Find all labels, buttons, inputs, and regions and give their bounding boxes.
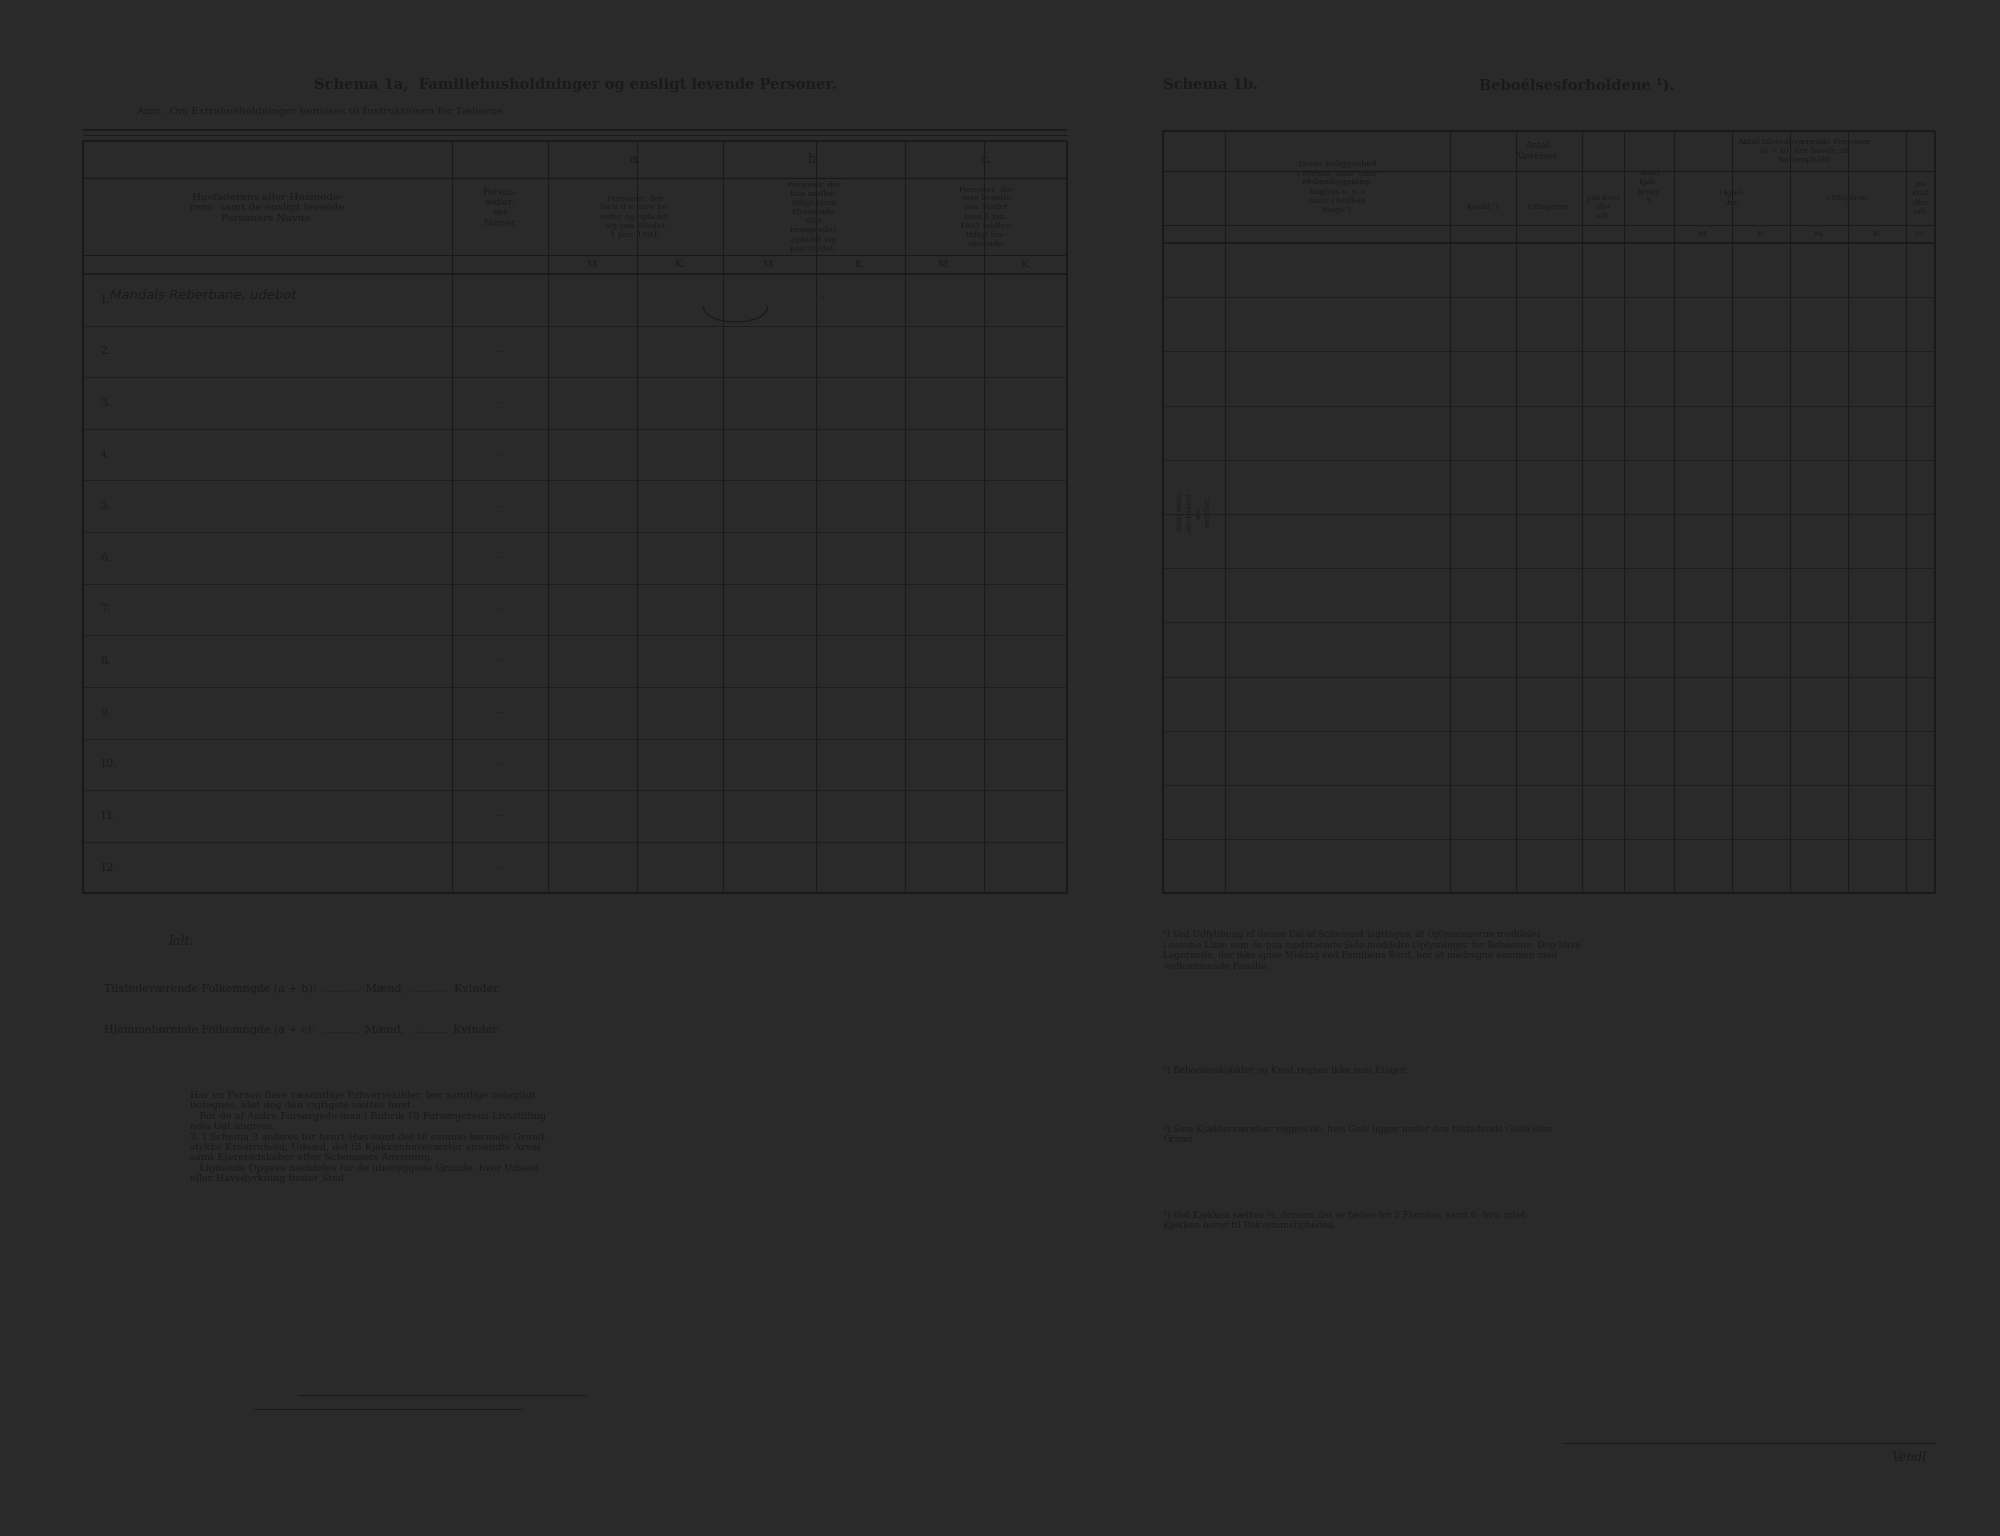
Text: -: - bbox=[498, 449, 502, 461]
Text: Antal tilstedeværende Personer
(a + b), der havde sit
Natteophold: Antal tilstedeværende Personer (a + b), … bbox=[1738, 138, 1872, 164]
Text: 11.: 11. bbox=[100, 811, 118, 820]
Text: Vendl: Vendl bbox=[1892, 1452, 1926, 1464]
Text: Hjemmehørende Folkemngde (a + c):  ..........  Mænd,  ..........  Kvinder.: Hjemmehørende Folkemngde (a + c): ......… bbox=[104, 1025, 500, 1035]
Text: -: - bbox=[498, 757, 502, 771]
Text: Antal
Værelser: Antal Værelser bbox=[1516, 141, 1558, 161]
Text: b.: b. bbox=[808, 154, 820, 166]
Text: .: . bbox=[822, 289, 826, 303]
Text: -: - bbox=[498, 654, 502, 668]
Text: Deres Beliggenhed
i Forhus, Side- eller
Mellembyggning,
Baghus o. s. v.
samt i h: Deres Beliggenhed i Forhus, Side- eller … bbox=[1298, 160, 1378, 214]
Text: Mandals Reberbane, udebot: Mandals Reberbane, udebot bbox=[110, 289, 296, 303]
Text: K.: K. bbox=[1756, 230, 1766, 238]
Text: 5.: 5. bbox=[100, 501, 110, 511]
Text: paa
Kvist
eller
Loft.: paa Kvist eller Loft. bbox=[1912, 180, 1930, 217]
Text: M.: M. bbox=[938, 260, 950, 269]
Text: Har en Person flere væsentlige Erhvervskilder, bør samtlige nøiagtigt
betegnes, : Har en Person flere væsentlige Erhvervsk… bbox=[190, 1091, 548, 1183]
Text: -: - bbox=[498, 346, 502, 358]
Text: Antal bebo-
ode Beboél-
ses-
værelser.: Antal bebo- ode Beboél- ses- værelser. bbox=[1176, 492, 1212, 533]
Text: ¹) Ved Udfyldning af denne Del af Schemaet iagttages, at Oplysningerne meddeles
: ¹) Ved Udfyldning af denne Del af Schema… bbox=[1164, 931, 1580, 971]
Text: Ialt:: Ialt: bbox=[168, 934, 194, 948]
Text: Beboélsesforholdene ¹).: Beboélsesforholdene ¹). bbox=[1478, 78, 1674, 92]
Text: Schema 1a,  Familiehusholdninger og ensligt levende Personer.: Schema 1a, Familiehusholdninger og ensli… bbox=[314, 78, 836, 92]
Text: 6.: 6. bbox=[100, 553, 110, 562]
Text: 4.: 4. bbox=[100, 450, 110, 459]
Text: K.: K. bbox=[1020, 260, 1030, 269]
Text: a.: a. bbox=[630, 154, 642, 166]
Text: c.: c. bbox=[980, 154, 992, 166]
Text: -: - bbox=[498, 396, 502, 410]
Text: K.: K. bbox=[674, 260, 686, 269]
Text: M.: M. bbox=[1814, 230, 1824, 238]
Text: -: - bbox=[498, 809, 502, 822]
Text: Person-
sedler-
nes
Numer.: Person- sedler- nes Numer. bbox=[482, 187, 518, 227]
Text: i Etagérne.: i Etagérne. bbox=[1826, 194, 1870, 203]
Text: Antal
Kjøk-
kener
⁴): Antal Kjøk- kener ⁴) bbox=[1638, 169, 1660, 204]
Text: ³) Som Kjælderværelser regnes de, hvis Gulv ligger under den tilstadende Gade el: ³) Som Kjælderværelser regnes de, hvis G… bbox=[1164, 1124, 1554, 1144]
Text: i Kjæl-
der.: i Kjæl- der. bbox=[1720, 189, 1744, 207]
Text: i Etagerne.: i Etagerne. bbox=[1528, 203, 1570, 210]
Text: Husfaderens eller Husmode-
rens  samt de ensligt levende
Personers Navne.: Husfaderens eller Husmode- rens samt de … bbox=[190, 192, 344, 223]
Text: Anm.  Om Extrahusholdninger henvises til Instruktionen for Tællerne.: Anm. Om Extrahusholdninger henvises til … bbox=[136, 108, 506, 117]
Text: M.: M. bbox=[586, 260, 600, 269]
Text: Personer, der
kun midler-
tidigt (som
tilreisende
eller
besøgende)
opholdt sig
p: Personer, der kun midler- tidigt (som ti… bbox=[786, 180, 840, 253]
Text: ²) Beboélseskjælder og Kvist regnes ikke som Etager.: ²) Beboélseskjælder og Kvist regnes ikke… bbox=[1164, 1066, 1408, 1075]
Text: Kjaeld.²): Kjaeld.²) bbox=[1466, 203, 1500, 210]
Text: 8.: 8. bbox=[100, 656, 110, 667]
Text: -: - bbox=[498, 551, 502, 564]
Text: 3.: 3. bbox=[100, 398, 110, 409]
Text: 1.: 1. bbox=[100, 295, 110, 304]
Text: 12.: 12. bbox=[100, 863, 118, 872]
Text: -: - bbox=[498, 862, 502, 874]
Text: M.: M. bbox=[1698, 230, 1708, 238]
Text: Personer, der
ba a d e vare bo-
satte og opholdt
sig paa Stedet
1 Jan. 1891.: Personer, der ba a d e vare bo- satte og… bbox=[600, 194, 670, 240]
Text: 10.: 10. bbox=[100, 759, 118, 770]
Text: -: - bbox=[498, 707, 502, 719]
Text: paa Kvist
eller
Loft.: paa Kvist eller Loft. bbox=[1586, 194, 1620, 220]
Text: 9.: 9. bbox=[100, 708, 110, 717]
Text: -: - bbox=[498, 604, 502, 616]
Text: Tilstedeværende Folkemngde (a + b):  ..........  Mænd,  ..........  Kvinder.: Tilstedeværende Folkemngde (a + b): ....… bbox=[104, 983, 500, 994]
Text: M.: M. bbox=[1914, 230, 1926, 238]
Text: Schema 1b.: Schema 1b. bbox=[1164, 78, 1258, 92]
Text: 2.: 2. bbox=[100, 347, 110, 356]
Text: K.: K. bbox=[854, 260, 866, 269]
Text: K.: K. bbox=[1872, 230, 1882, 238]
Text: M.: M. bbox=[762, 260, 776, 269]
Text: Personer, der
vare bosatte
paa Stedet
men 1 Jan.
1891 midler-
tidigt fra-
værend: Personer, der vare bosatte paa Stedet me… bbox=[958, 184, 1012, 249]
Text: 7.: 7. bbox=[100, 605, 110, 614]
Text: ⁴) Ved Kjøkken sættes ½, dersom det er fælles for 2 Familier, samt 0, hvis intet: ⁴) Ved Kjøkken sættes ½, dersom det er f… bbox=[1164, 1210, 1526, 1230]
Text: -: - bbox=[498, 499, 502, 513]
